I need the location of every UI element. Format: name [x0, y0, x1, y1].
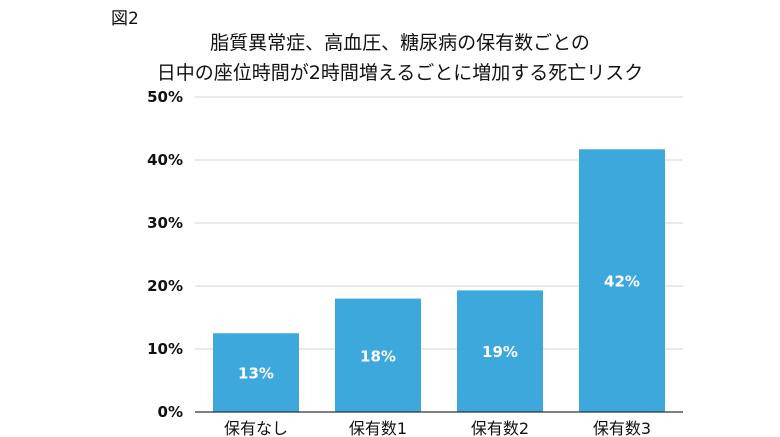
chart-title-line-2: 日中の座位時間が2時間増えるごとに増加する死亡リスク [156, 62, 644, 84]
data-label: 18% [360, 347, 396, 365]
x-tick-label: 保有数2 [471, 419, 529, 437]
x-tick-label: 保有なし [224, 419, 288, 437]
x-tick-label: 保有数1 [349, 419, 407, 437]
chart-title-line-1: 脂質異常症、高血圧、糖尿病の保有数ごとの [210, 32, 590, 54]
y-tick-label: 0% [158, 403, 183, 421]
x-tick-label: 保有数3 [593, 419, 651, 437]
data-label: 42% [604, 273, 640, 291]
y-tick-label: 30% [147, 214, 183, 232]
bar [457, 290, 543, 412]
bar [213, 333, 299, 412]
y-tick-label: 10% [147, 340, 183, 358]
bar [579, 149, 665, 413]
y-tick-label: 40% [147, 151, 183, 169]
figure-label: 図2 [111, 9, 139, 29]
y-tick-label: 20% [147, 277, 183, 295]
y-tick-label: 50% [147, 88, 183, 106]
data-label: 13% [238, 365, 274, 383]
bar [335, 298, 421, 412]
data-label: 19% [482, 343, 518, 361]
